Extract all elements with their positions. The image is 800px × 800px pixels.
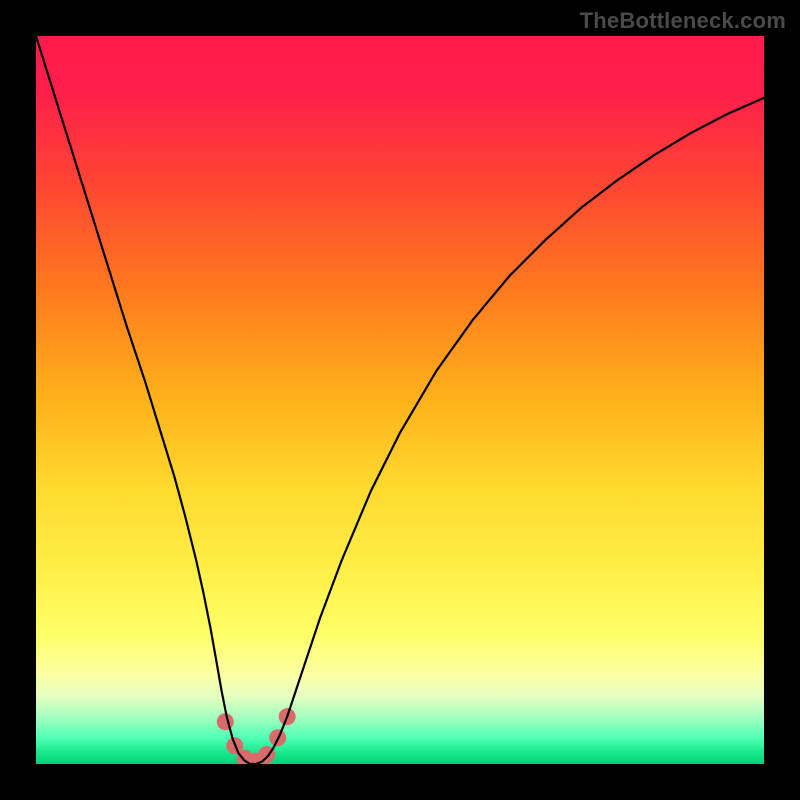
bottleneck-curve xyxy=(36,36,764,764)
marker-dot xyxy=(217,713,234,730)
watermark-text: TheBottleneck.com xyxy=(580,8,786,34)
plot-area xyxy=(36,36,764,764)
chart-svg xyxy=(36,36,764,764)
chart-frame: TheBottleneck.com xyxy=(0,0,800,800)
trough-markers xyxy=(217,708,296,764)
